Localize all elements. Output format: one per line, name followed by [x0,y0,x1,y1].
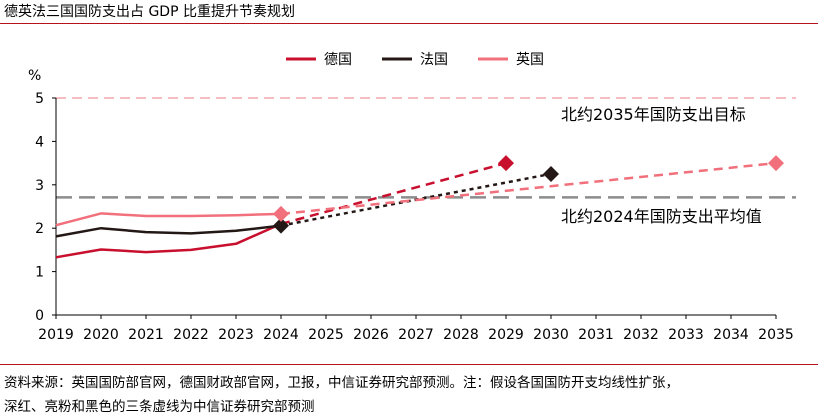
x-tick-label: 2027 [398,327,434,343]
x-tick-label: 2025 [308,327,344,343]
marker-uk-2024 [273,205,289,222]
x-tick-label: 2020 [83,327,119,343]
x-tick-label: 2032 [623,327,659,343]
y-tick-label: 5 [35,91,44,107]
y-tick-label: 1 [35,265,44,281]
source-note-line-1: 资料来源：英国国防部官网，德国财政部官网，卫报，中信证券研究部预测。注：假设各国… [4,375,679,391]
x-tick-label: 2035 [758,327,794,343]
legend-label-uk: 英国 [516,51,544,68]
forecast-line-germany [280,161,507,226]
x-tick-label: 2034 [713,327,749,343]
x-tick-label: 2029 [488,327,524,343]
y-tick-label: 2 [35,221,44,237]
y-tick-label: 3 [35,178,44,194]
x-tick-label: 2031 [578,327,614,343]
actual-line-germany [55,222,282,259]
x-tick-label: 2033 [668,327,704,343]
legend-label-france: 法国 [420,52,448,68]
x-tick-label: 2026 [353,327,389,343]
marker-uk-2035 [768,155,784,172]
annotation-nato-2035-target: 北约2035年国防支出目标 [561,105,746,124]
x-tick-label: 2021 [128,327,164,343]
x-tick-label: 2028 [443,327,479,343]
forecast-line-uk [280,161,777,216]
y-tick-label: 0 [35,308,44,324]
legend: 德国 法国 英国 [286,51,544,68]
y-tick-label: 4 [35,134,44,150]
footer-divider [0,364,818,365]
chart-title: 德英法三国国防支出占 GDP 比重提升节奏规划 [4,4,295,20]
x-tick-label: 2030 [533,327,569,343]
source-note: 资料来源：英国国防部官网，德国财政部官网，卫报，中信证券研究部预测。注：假设各国… [4,371,816,419]
marker-france-2030 [543,165,559,182]
source-note-line-2: 深红、亮粉和黑色的三条虚线为中信证券研究部预测 [4,399,315,415]
annotation-nato-2024-average: 北约2024年国防支出平均值 [561,207,762,226]
x-tick-label: 2022 [173,327,209,343]
chart: 德国 法国 英国 % 0 1 2 3 4 5 2019 2020 2021 2022 2023 202… [28,51,796,343]
x-tick-label: 2024 [263,327,299,343]
x-tick-label: 2023 [218,327,254,343]
x-tick-label: 2019 [38,327,74,343]
marker-france-2024 [273,217,289,234]
y-axis-unit: % [28,68,41,84]
marker-germany-2029 [498,155,514,172]
actual-line-france [55,224,282,238]
title-divider [0,23,818,24]
legend-label-germany: 德国 [324,52,352,68]
actual-line-uk [55,212,282,227]
